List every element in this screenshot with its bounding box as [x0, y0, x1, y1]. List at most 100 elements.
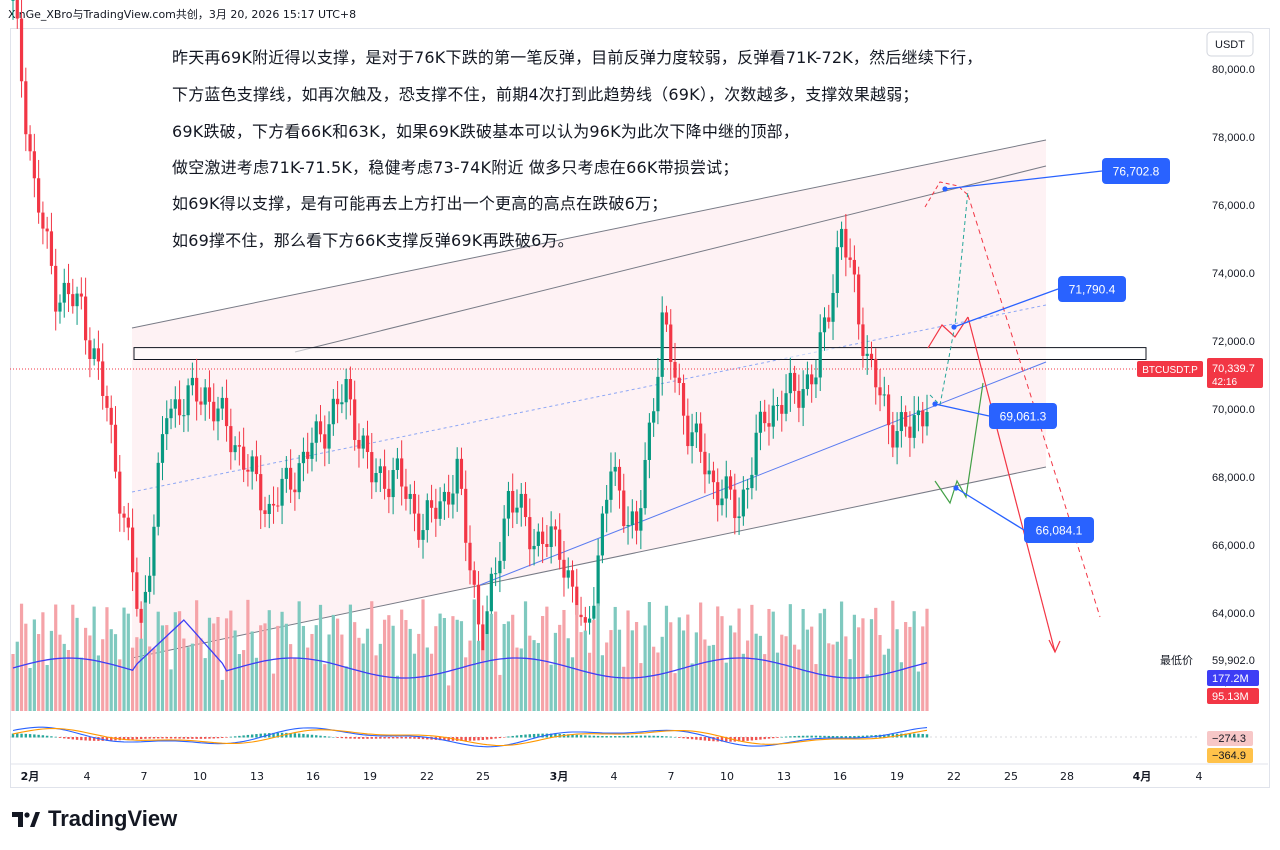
macd-hist-bar: [823, 735, 826, 738]
macd-hist-bar: [601, 735, 604, 738]
candle-body: [92, 348, 96, 359]
candle-body: [468, 542, 472, 571]
tradingview-logo-text: TradingView: [48, 806, 178, 831]
candle: [421, 513, 425, 559]
macd-hist-bar: [524, 734, 527, 738]
volume-bar: [758, 635, 763, 711]
chart-frame[interactable]: [10, 28, 1270, 788]
macd-hist-bar: [178, 737, 181, 739]
macd-hist-bar: [208, 737, 211, 739]
candle: [335, 381, 340, 424]
candle: [417, 494, 421, 548]
macd-hist-bar: [596, 735, 600, 738]
candle: [246, 454, 250, 487]
last-price-badge: [1207, 358, 1263, 388]
volume-bar: [583, 630, 587, 711]
candle-body: [861, 324, 865, 356]
candle-body: [797, 390, 801, 408]
volume-bar: [62, 643, 66, 711]
candle: [511, 473, 515, 529]
candle: [865, 335, 869, 375]
volume-bar: [139, 638, 143, 711]
volume-bar: [280, 611, 284, 711]
candle-body: [212, 401, 216, 422]
candle: [447, 474, 451, 518]
time-tick-label: 13: [777, 770, 791, 783]
candle: [886, 384, 891, 445]
volume-bar: [763, 654, 767, 711]
callout-label: 76,702.8: [1113, 165, 1160, 179]
volume-bar: [728, 625, 733, 711]
volume-bar: [553, 632, 558, 711]
candle-body: [442, 491, 446, 502]
candle: [541, 517, 545, 564]
candle: [669, 309, 673, 380]
macd-line: [12, 726, 928, 748]
volume-bar: [921, 626, 925, 711]
candle-body: [101, 361, 105, 396]
price-callout: 71,790.4: [951, 276, 1126, 330]
candle: [75, 286, 79, 325]
volume-bar: [865, 674, 869, 711]
candle-body: [199, 401, 203, 405]
macd-hist-bar: [605, 736, 608, 738]
volume-bar: [587, 652, 592, 711]
candle-body: [45, 228, 49, 232]
volume-bar: [767, 608, 771, 711]
volume-bar: [199, 638, 203, 711]
candle-body: [229, 426, 233, 453]
volume-bar: [310, 633, 314, 711]
candle-body: [626, 524, 630, 527]
volume-bar: [242, 650, 246, 711]
candle: [365, 420, 370, 469]
candle: [412, 480, 417, 532]
macd-hist-bar: [421, 737, 425, 740]
tradingview-logo[interactable]: TradingView: [12, 806, 177, 832]
macd-hist-bar: [481, 737, 485, 740]
candle: [28, 125, 32, 161]
macd-hist-bar: [528, 734, 531, 738]
candle-body: [408, 493, 412, 499]
callout-anchor: [942, 186, 948, 192]
macd-hist-bar: [366, 737, 369, 739]
candle-body: [233, 445, 237, 453]
macd-hist-bar: [468, 737, 472, 741]
candle-body: [182, 415, 186, 417]
volume-bar: [643, 625, 647, 711]
callout-box: [1058, 276, 1126, 302]
candle-body: [472, 570, 476, 585]
candle-body: [511, 490, 515, 513]
callout-anchor: [932, 401, 938, 407]
time-tick-label: 4: [84, 770, 91, 783]
candle-body: [15, 0, 19, 19]
volume-bar: [455, 619, 459, 711]
candle: [289, 449, 293, 503]
blue-support-line: [479, 361, 1047, 586]
macd-hist-bar: [315, 735, 318, 738]
candle-body: [250, 456, 254, 472]
macd-hist-bar: [148, 737, 151, 739]
volume-bar: [109, 629, 113, 711]
macd-hist-bar: [831, 735, 835, 738]
candle-body: [579, 614, 583, 618]
candle: [558, 513, 562, 570]
macd-hist-bar: [409, 737, 412, 739]
candle: [758, 400, 763, 451]
macd-hist-bar: [353, 737, 356, 739]
candle: [916, 396, 921, 432]
macd-hist-bar: [63, 737, 66, 739]
candle-body: [746, 488, 750, 490]
candle: [908, 411, 912, 457]
volume-bar: [361, 643, 365, 711]
macd-hist-bar: [374, 737, 378, 739]
price-tick-label: 74,000.0: [1212, 268, 1255, 280]
candle: [579, 596, 583, 626]
candle-body: [242, 446, 246, 470]
macd-hist-bar: [110, 737, 113, 741]
price-tick-label: 70,000.0: [1212, 404, 1255, 416]
volume-bar: [596, 603, 600, 711]
candle: [656, 357, 660, 425]
candle: [24, 67, 28, 152]
candle: [408, 484, 412, 515]
